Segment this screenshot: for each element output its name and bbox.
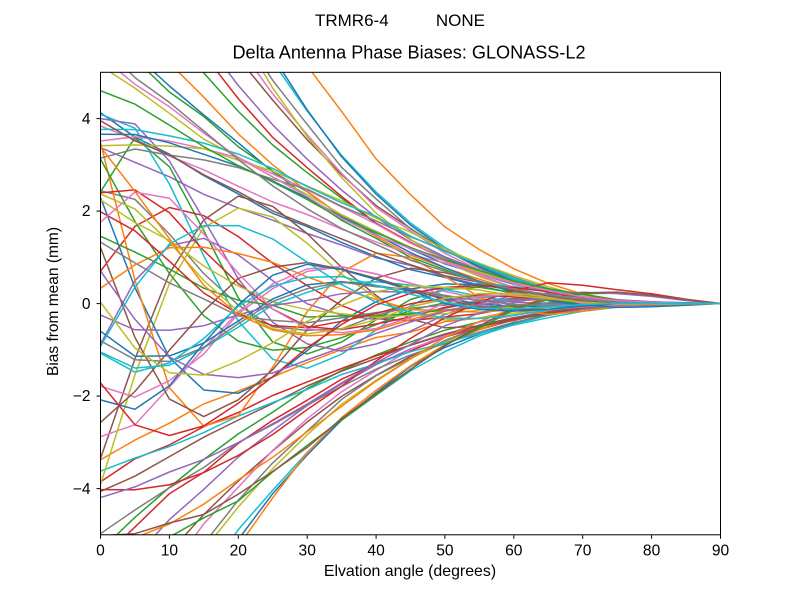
- svg-text:80: 80: [643, 542, 661, 559]
- svg-text:0: 0: [96, 542, 105, 559]
- svg-text:2: 2: [82, 203, 91, 220]
- svg-text:4: 4: [82, 111, 91, 128]
- svg-text:−4: −4: [73, 481, 91, 498]
- svg-text:90: 90: [712, 542, 730, 559]
- svg-text:Bias from mean (mm): Bias from mean (mm): [45, 227, 62, 376]
- svg-text:40: 40: [367, 542, 385, 559]
- svg-text:0: 0: [82, 296, 91, 313]
- svg-text:Elvation angle (degrees): Elvation angle (degrees): [324, 563, 496, 580]
- svg-text:60: 60: [505, 542, 523, 559]
- svg-text:70: 70: [574, 542, 592, 559]
- svg-text:10: 10: [161, 542, 179, 559]
- svg-text:TRMR6-4 NONE: TRMR6-4 NONE: [315, 11, 485, 30]
- svg-text:30: 30: [299, 542, 317, 559]
- svg-text:−2: −2: [73, 388, 91, 405]
- svg-text:20: 20: [230, 542, 248, 559]
- svg-text:50: 50: [436, 542, 454, 559]
- svg-text:Delta Antenna Phase Biases: GL: Delta Antenna Phase Biases: GLONASS-L2: [232, 43, 585, 63]
